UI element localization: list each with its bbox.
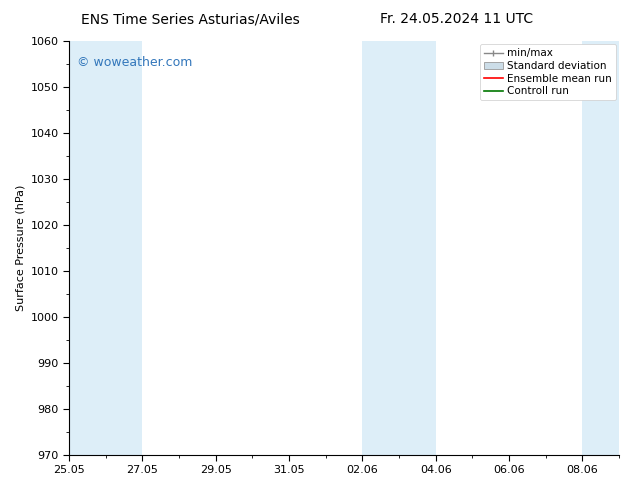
Legend: min/max, Standard deviation, Ensemble mean run, Controll run: min/max, Standard deviation, Ensemble me… [480,44,616,100]
Text: © woweather.com: © woweather.com [77,55,193,69]
Bar [363,41,399,455]
Bar [69,41,106,455]
Text: Fr. 24.05.2024 11 UTC: Fr. 24.05.2024 11 UTC [380,12,533,26]
Bar [583,41,619,455]
Y-axis label: Surface Pressure (hPa): Surface Pressure (hPa) [15,185,25,311]
Bar [399,41,436,455]
Bar [106,41,143,455]
Text: ENS Time Series Asturias/Aviles: ENS Time Series Asturias/Aviles [81,12,300,26]
